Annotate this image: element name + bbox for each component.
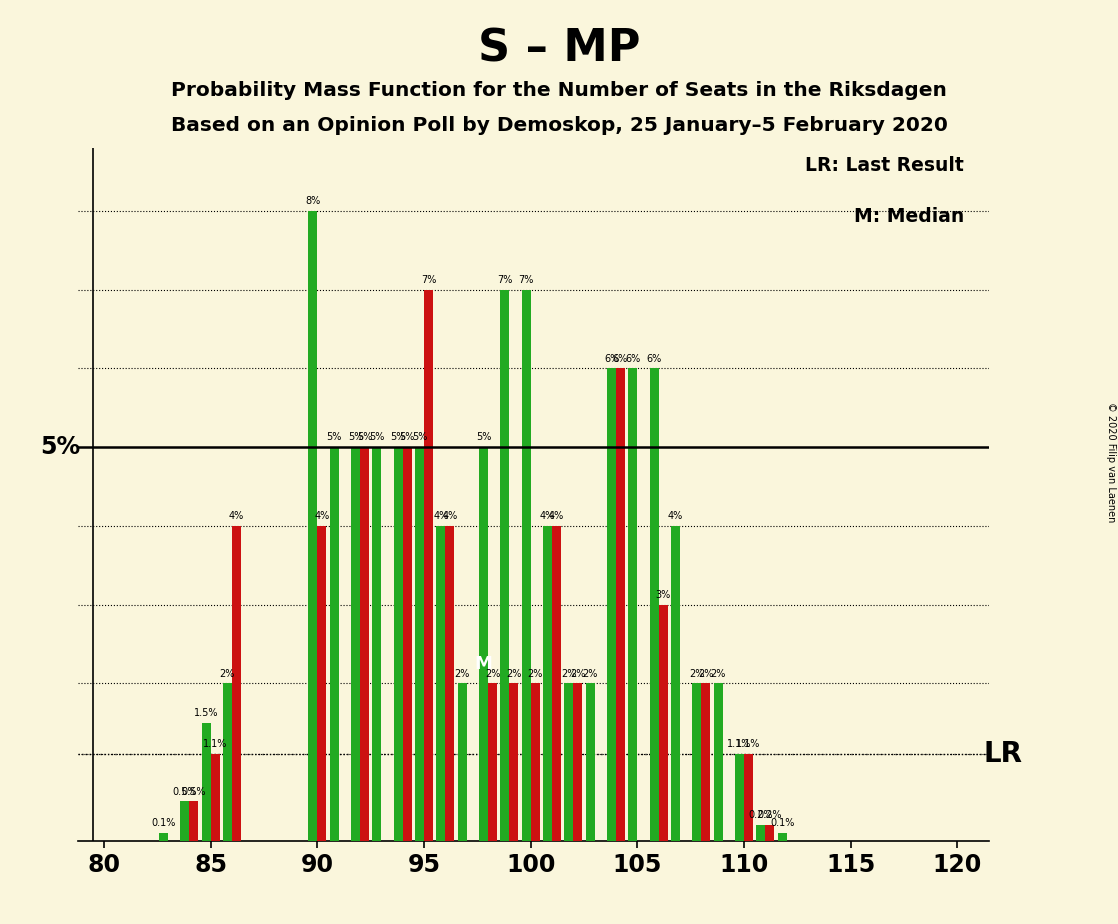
Bar — [222, 684, 231, 841]
Bar — [415, 447, 424, 841]
Text: 1.1%: 1.1% — [728, 739, 751, 749]
Text: © 2020 Filip van Laenen: © 2020 Filip van Laenen — [1107, 402, 1116, 522]
Text: 6%: 6% — [604, 354, 619, 364]
Text: 1.1%: 1.1% — [202, 739, 227, 749]
Bar — [159, 833, 168, 841]
Bar — [189, 801, 198, 841]
Bar — [424, 289, 433, 841]
Text: 4%: 4% — [667, 511, 683, 521]
Bar — [659, 604, 667, 841]
Text: 4%: 4% — [433, 511, 448, 521]
Text: 5%: 5% — [390, 432, 406, 443]
Text: 2%: 2% — [485, 669, 500, 678]
Bar — [372, 447, 381, 841]
Text: Based on an Opinion Poll by Demoskop, 25 January–5 February 2020: Based on an Opinion Poll by Demoskop, 25… — [171, 116, 947, 136]
Text: 0.5%: 0.5% — [181, 786, 206, 796]
Text: 7%: 7% — [420, 274, 436, 285]
Bar — [692, 684, 701, 841]
Bar — [628, 369, 637, 841]
Bar — [757, 825, 766, 841]
Text: 4%: 4% — [314, 511, 330, 521]
Text: 6%: 6% — [613, 354, 628, 364]
Bar — [565, 684, 574, 841]
Bar — [201, 723, 210, 841]
Bar — [351, 447, 360, 841]
Text: S – MP: S – MP — [477, 28, 641, 71]
Bar — [616, 369, 625, 841]
Text: 2%: 2% — [570, 669, 586, 678]
Bar — [210, 754, 219, 841]
Bar — [360, 447, 369, 841]
Text: M: M — [474, 654, 492, 673]
Bar — [510, 684, 519, 841]
Text: 6%: 6% — [625, 354, 641, 364]
Text: LR: LR — [983, 740, 1022, 768]
Bar — [318, 526, 326, 841]
Text: 1.1%: 1.1% — [737, 739, 760, 749]
Text: 5%: 5% — [411, 432, 427, 443]
Bar — [735, 754, 745, 841]
Text: 2%: 2% — [454, 669, 470, 678]
Text: 7%: 7% — [498, 274, 512, 285]
Text: 2%: 2% — [506, 669, 521, 678]
Text: 5%: 5% — [348, 432, 363, 443]
Text: 0.1%: 0.1% — [770, 819, 795, 828]
Bar — [501, 289, 510, 841]
Bar — [231, 526, 240, 841]
Text: 5%: 5% — [476, 432, 491, 443]
Text: 2%: 2% — [711, 669, 726, 678]
Bar — [650, 369, 659, 841]
Bar — [713, 684, 722, 841]
Bar — [457, 684, 466, 841]
Text: 4%: 4% — [549, 511, 565, 521]
Bar — [436, 526, 445, 841]
Bar — [394, 447, 402, 841]
Text: 4%: 4% — [540, 511, 556, 521]
Text: 2%: 2% — [689, 669, 704, 678]
Bar — [522, 289, 531, 841]
Text: 1.5%: 1.5% — [193, 708, 218, 718]
Bar — [778, 833, 787, 841]
Bar — [766, 825, 775, 841]
Bar — [543, 526, 552, 841]
Text: 2%: 2% — [220, 669, 235, 678]
Text: LR: Last Result: LR: Last Result — [805, 156, 964, 175]
Bar — [531, 684, 540, 841]
Text: 8%: 8% — [305, 196, 321, 206]
Text: 2%: 2% — [528, 669, 543, 678]
Bar — [671, 526, 680, 841]
Text: 7%: 7% — [519, 274, 534, 285]
Bar — [574, 684, 582, 841]
Text: 5%: 5% — [357, 432, 372, 443]
Bar — [607, 369, 616, 841]
Text: 5%: 5% — [326, 432, 342, 443]
Bar — [309, 211, 318, 841]
Text: 0.1%: 0.1% — [151, 819, 176, 828]
Bar — [586, 684, 595, 841]
Text: 2%: 2% — [561, 669, 577, 678]
Bar — [330, 447, 339, 841]
Text: 6%: 6% — [646, 354, 662, 364]
Text: 5%: 5% — [399, 432, 415, 443]
Bar — [745, 754, 754, 841]
Bar — [701, 684, 710, 841]
Text: M: Median: M: Median — [853, 207, 964, 225]
Text: 0.2%: 0.2% — [749, 810, 774, 821]
Text: Probability Mass Function for the Number of Seats in the Riksdagen: Probability Mass Function for the Number… — [171, 81, 947, 101]
Text: 0.5%: 0.5% — [172, 786, 197, 796]
Text: 2%: 2% — [698, 669, 713, 678]
Bar — [552, 526, 561, 841]
Text: 0.2%: 0.2% — [758, 810, 783, 821]
Bar — [487, 684, 496, 841]
Bar — [402, 447, 411, 841]
Bar — [180, 801, 189, 841]
Bar — [479, 447, 487, 841]
Text: 5%: 5% — [369, 432, 385, 443]
Text: 4%: 4% — [229, 511, 244, 521]
Text: 3%: 3% — [655, 590, 671, 600]
Text: 2%: 2% — [582, 669, 598, 678]
Bar — [445, 526, 454, 841]
Text: 4%: 4% — [442, 511, 457, 521]
Text: 5%: 5% — [40, 435, 80, 459]
